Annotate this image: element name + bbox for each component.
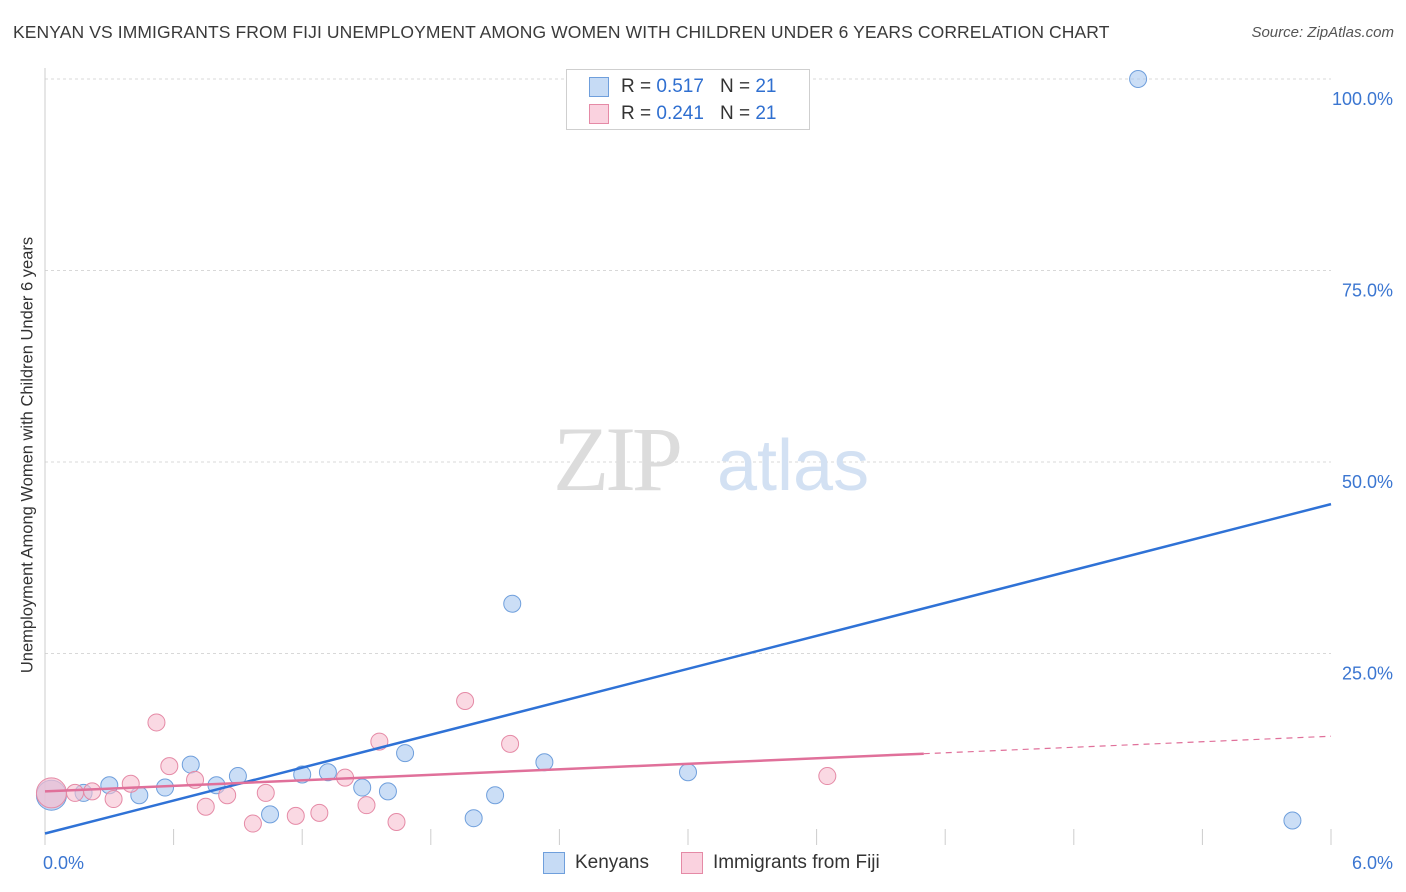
data-point-fiji <box>196 797 215 816</box>
fiji-swatch <box>589 104 609 124</box>
data-point-kenyans <box>679 763 697 782</box>
data-point-fiji <box>121 774 140 793</box>
data-point-fiji <box>310 803 329 822</box>
data-point-fiji <box>160 757 179 776</box>
trend-line-kenyans <box>44 502 1332 835</box>
legend-r-value: 0.517 <box>656 76 704 97</box>
legend-item-fiji[interactable]: Immigrants from Fiji <box>680 852 880 874</box>
legend-row-kenyans: R = 0.517 N = 21 <box>589 75 776 99</box>
data-point-fiji <box>147 713 166 732</box>
data-point-kenyans <box>503 594 522 613</box>
data-point-fiji <box>35 777 67 809</box>
data-point-kenyans <box>535 753 554 772</box>
data-point-fiji <box>243 814 262 833</box>
x-tick-label: 0.0% <box>43 853 84 873</box>
data-point-fiji <box>104 790 123 809</box>
data-point-fiji <box>501 734 520 753</box>
legend-item-kenyans[interactable]: Kenyans <box>543 852 649 874</box>
x-tick-label: 6.0% <box>1352 853 1393 873</box>
data-point-fiji <box>66 783 85 802</box>
legend-n-label: N = <box>719 76 751 97</box>
data-point-fiji <box>256 783 275 802</box>
data-point-kenyans <box>318 763 337 782</box>
data-point-kenyans <box>396 744 415 763</box>
data-point-kenyans <box>378 782 397 801</box>
y-tick-label: 75.0% <box>1342 281 1393 301</box>
data-point-kenyans <box>486 786 505 805</box>
legend-n-value: 21 <box>755 103 777 124</box>
chart-source: Source: ZipAtlas.com <box>1251 24 1394 41</box>
data-point-kenyans <box>1283 811 1302 830</box>
data-point-fiji <box>387 813 406 832</box>
kenyans-swatch <box>589 77 609 97</box>
legend-n-value: 21 <box>755 76 777 97</box>
data-point-fiji <box>456 691 475 710</box>
data-point-kenyans <box>261 805 280 824</box>
data-point-kenyans <box>464 809 483 828</box>
legend-r-value: 0.241 <box>656 103 704 124</box>
fiji-swatch <box>680 852 703 874</box>
series-legend: Kenyans Immigrants from Fiji <box>543 852 912 874</box>
trend-line-fiji <box>44 752 924 793</box>
data-point-kenyans <box>1129 70 1148 88</box>
trend-line-extension-fiji <box>923 735 1332 755</box>
data-point-kenyans <box>181 755 200 774</box>
y-tick-label: 50.0% <box>1342 472 1393 492</box>
y-tick-label: 25.0% <box>1342 664 1393 684</box>
data-point-fiji <box>818 767 837 786</box>
correlation-legend: R = 0.517 N = 21 R = 0.241 N = 21 <box>566 69 810 130</box>
watermark-atlas: atlas <box>717 426 869 506</box>
legend-row-fiji: R = 0.241 N = 21 <box>589 102 776 126</box>
legend-label-fiji: Immigrants from Fiji <box>712 852 880 873</box>
watermark-zip: ZIP <box>553 408 680 510</box>
kenyans-swatch <box>543 852 565 874</box>
data-point-fiji <box>83 782 102 801</box>
legend-n-label: N = <box>719 103 751 124</box>
legend-r-label: R = <box>621 76 652 97</box>
data-point-fiji <box>357 796 376 815</box>
y-tick-label: 100.0% <box>1332 89 1393 109</box>
legend-label-kenyans: Kenyans <box>575 852 649 873</box>
data-point-kenyans <box>293 765 312 784</box>
chart-title: KENYAN VS IMMIGRANTS FROM FIJI UNEMPLOYM… <box>13 22 1110 42</box>
data-point-kenyans <box>353 778 372 797</box>
data-point-fiji <box>286 806 305 825</box>
legend-r-label: R = <box>621 103 652 124</box>
